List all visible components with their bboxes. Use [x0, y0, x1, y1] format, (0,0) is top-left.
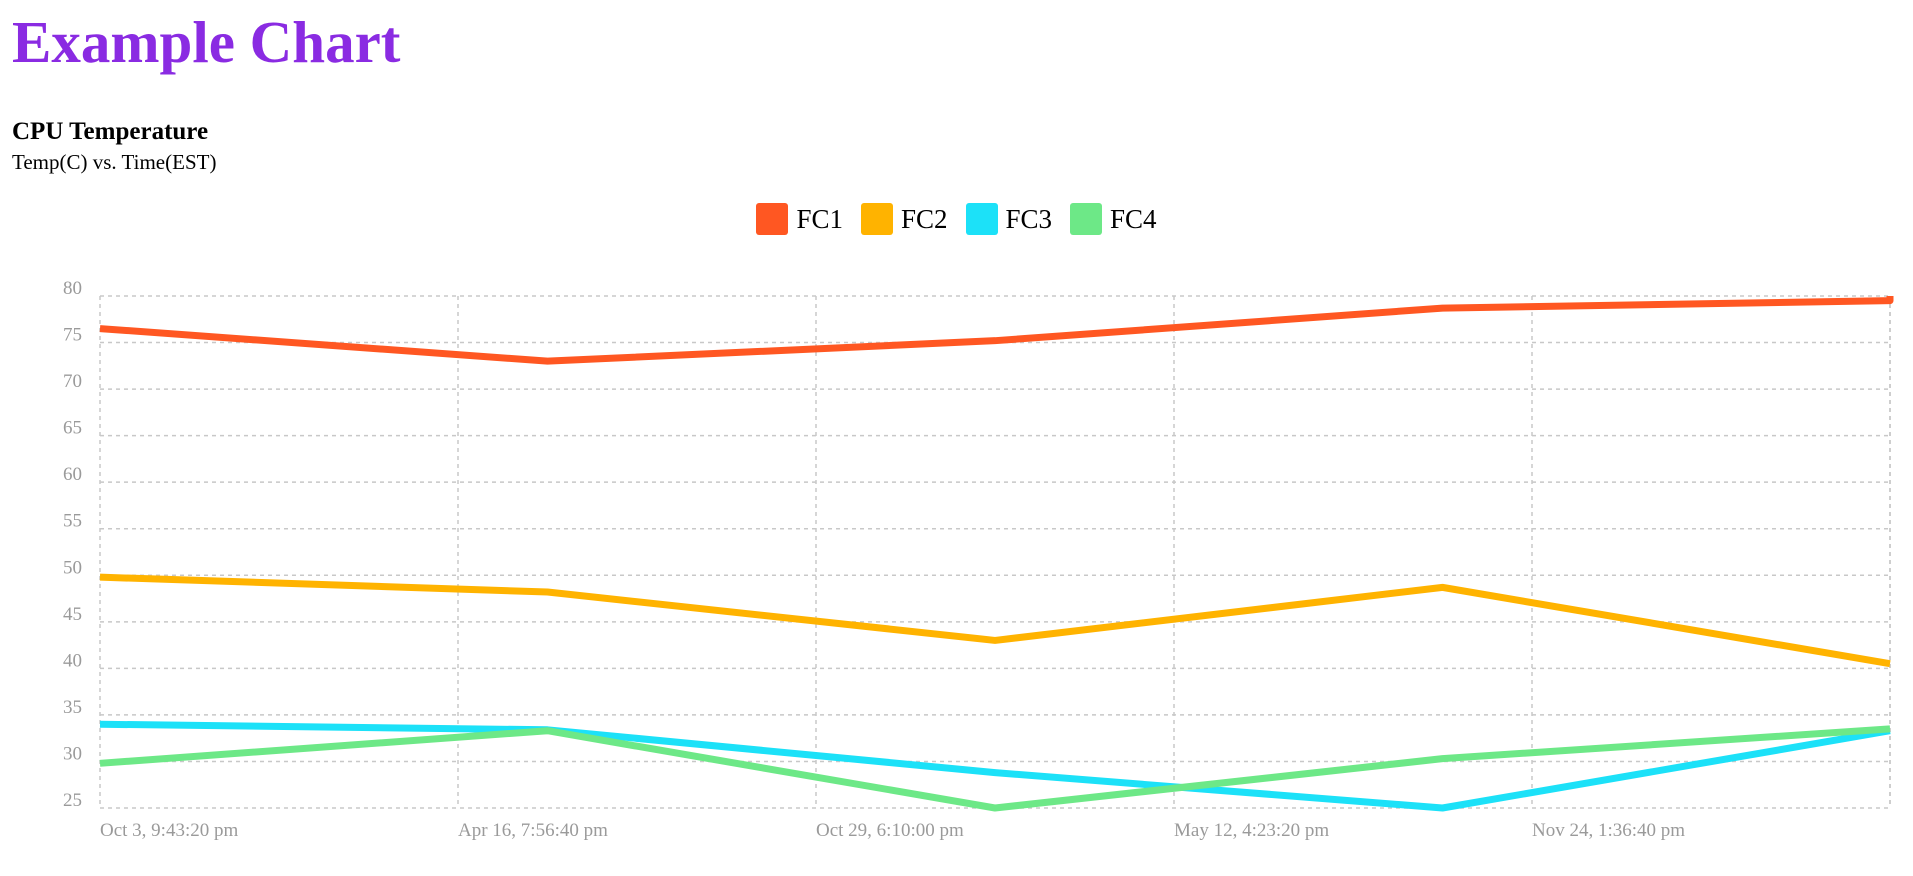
- page-title: Example Chart: [12, 9, 401, 75]
- chart-legend: FC1 FC2 FC3 FC4: [0, 203, 1913, 235]
- y-tick-label: 60: [63, 464, 82, 485]
- legend-swatch-fc1: [756, 203, 789, 235]
- legend-label-fc2: FC2: [900, 203, 948, 234]
- x-tick-label: Apr 16, 7:56:40 pm: [458, 820, 608, 841]
- legend-swatch-fc2: [860, 203, 893, 235]
- y-tick-label: 25: [63, 790, 82, 811]
- x-tick-label: Oct 3, 9:43:20 pm: [100, 820, 238, 841]
- y-tick-label: 45: [63, 604, 82, 625]
- legend-label-fc4: FC4: [1110, 203, 1157, 234]
- series-line-fc2: [99, 573, 1891, 668]
- y-tick-label: 35: [63, 697, 82, 718]
- x-tick-label: Oct 29, 6:10:00 pm: [816, 820, 964, 841]
- legend-item-fc3[interactable]: FC3: [965, 203, 1053, 235]
- x-tick-label: May 12, 4:23:20 pm: [1174, 820, 1329, 841]
- y-tick-label: 65: [63, 418, 82, 439]
- chart-title: CPU Temperature: [12, 118, 209, 145]
- legend-item-fc4[interactable]: FC4: [1070, 203, 1157, 235]
- y-tick-label: 30: [63, 743, 82, 764]
- legend-item-fc1[interactable]: FC1: [756, 203, 843, 235]
- legend-swatch-fc4: [1070, 203, 1103, 235]
- y-tick-label: 80: [63, 278, 82, 299]
- legend-label-fc3: FC3: [1005, 203, 1053, 234]
- y-tick-label: 50: [63, 557, 82, 578]
- series-line-fc4: [99, 725, 1891, 812]
- legend-item-fc2[interactable]: FC2: [860, 203, 948, 235]
- y-tick-label: 55: [63, 511, 82, 532]
- y-tick-label: 40: [63, 650, 82, 671]
- x-tick-label: Nov 24, 1:36:40 pm: [1532, 820, 1685, 841]
- chart-subtitle: Temp(C) vs. Time(EST): [12, 150, 217, 174]
- legend-label-fc1: FC1: [796, 203, 843, 234]
- series-line-fc1: [99, 296, 1894, 365]
- y-tick-label: 75: [63, 325, 82, 346]
- series-line-fc3: [99, 720, 1891, 812]
- y-tick-label: 70: [63, 371, 82, 392]
- legend-swatch-fc3: [965, 203, 998, 235]
